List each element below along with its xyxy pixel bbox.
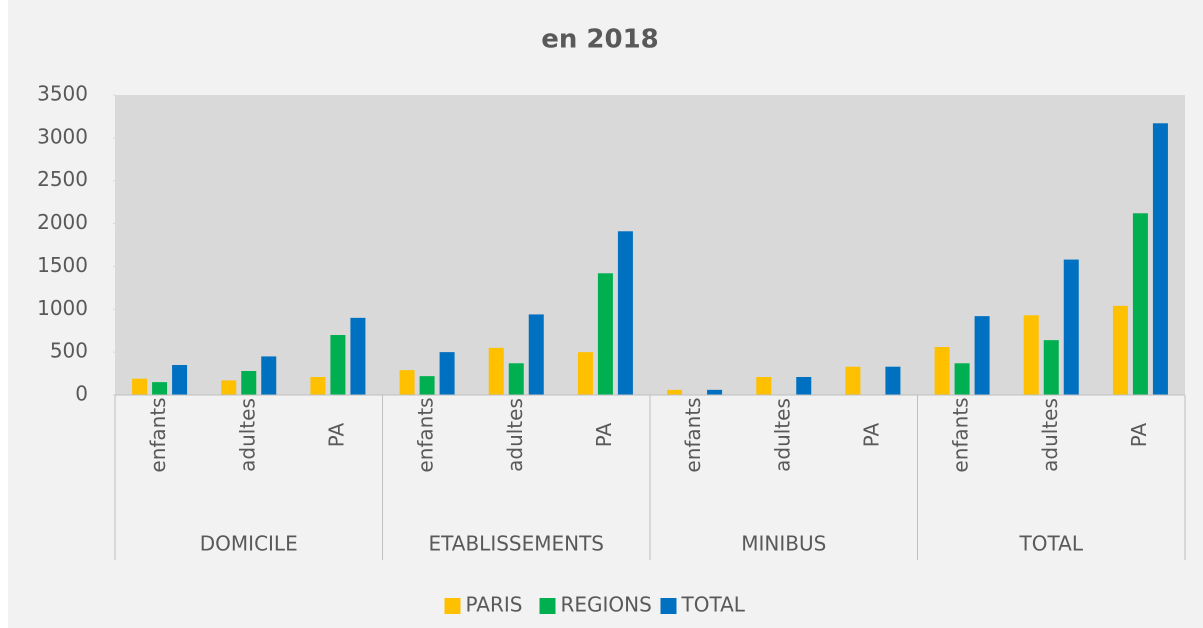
x-tick-label: adultes	[1038, 398, 1062, 472]
y-tick-label: 1500	[37, 253, 88, 277]
bar	[528, 314, 544, 395]
bar	[707, 389, 723, 395]
chart-title: en 2018	[541, 25, 659, 55]
bar	[667, 389, 683, 395]
bar	[221, 380, 237, 395]
bar	[330, 335, 346, 395]
bar	[488, 347, 504, 395]
legend-label: TOTAL	[681, 593, 746, 617]
y-tick-label: 0	[75, 382, 88, 406]
bar	[439, 352, 455, 395]
bar	[261, 356, 277, 395]
legend-swatch	[539, 598, 556, 614]
bar	[1132, 213, 1148, 395]
group-label: MINIBUS	[741, 532, 826, 556]
x-tick-label: PA	[324, 422, 348, 447]
legend-label: REGIONS	[561, 593, 652, 617]
bar	[756, 377, 772, 395]
y-tick-label: 3000	[37, 124, 88, 148]
bar	[954, 363, 970, 395]
bar	[885, 366, 901, 395]
x-tick-label: enfants	[414, 397, 438, 472]
bar	[399, 370, 415, 395]
y-tick-label: 2000	[37, 210, 88, 234]
bar	[617, 231, 633, 395]
bar	[845, 366, 861, 395]
x-tick-label: adultes	[235, 398, 259, 472]
bar	[597, 273, 613, 395]
x-tick-label: enfants	[681, 397, 705, 472]
bar	[974, 316, 990, 395]
y-tick-label: 1000	[37, 296, 88, 320]
group-label: ETABLISSEMENTS	[428, 532, 604, 556]
x-tick-label: PA	[859, 422, 883, 447]
bar	[132, 378, 148, 395]
bar	[796, 377, 812, 395]
x-tick-label: enfants	[949, 397, 973, 472]
bar	[350, 317, 366, 395]
bar	[310, 377, 326, 395]
plot-area	[115, 95, 1185, 395]
bar	[419, 376, 435, 395]
bar	[577, 352, 593, 395]
legend-swatch	[444, 598, 461, 614]
bar	[1063, 259, 1079, 395]
legend-swatch	[660, 598, 677, 614]
y-tick-label: 2500	[37, 167, 88, 191]
x-tick-label: adultes	[770, 398, 794, 472]
x-tick-label: PA	[592, 422, 616, 447]
y-tick-label: 3500	[37, 82, 88, 106]
bar	[1112, 305, 1128, 395]
bar	[152, 382, 168, 395]
x-tick-label: adultes	[503, 398, 527, 472]
x-tick-label: enfants	[146, 397, 170, 472]
y-tick-label: 500	[50, 339, 88, 363]
legend-label: PARIS	[466, 593, 523, 617]
bar	[172, 365, 188, 395]
group-label: DOMICILE	[200, 532, 298, 556]
x-tick-label: PA	[1127, 422, 1151, 447]
bar	[241, 371, 257, 395]
bar	[934, 347, 950, 395]
bar	[508, 363, 524, 395]
bar	[1043, 340, 1059, 395]
group-label: TOTAL	[1019, 532, 1084, 556]
bar	[1152, 123, 1168, 396]
bar	[1023, 315, 1039, 395]
